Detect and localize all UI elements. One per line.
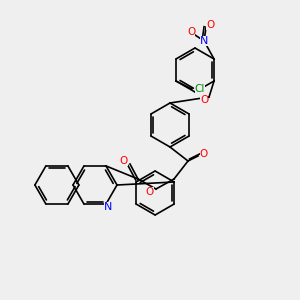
Text: O: O xyxy=(187,27,195,37)
Text: O: O xyxy=(146,187,154,197)
Text: O: O xyxy=(120,156,128,166)
Text: Cl: Cl xyxy=(195,84,205,94)
Text: O: O xyxy=(200,149,208,159)
Text: O: O xyxy=(200,95,208,105)
Text: N: N xyxy=(200,36,208,46)
Text: O: O xyxy=(206,20,214,30)
Text: N: N xyxy=(104,202,112,212)
